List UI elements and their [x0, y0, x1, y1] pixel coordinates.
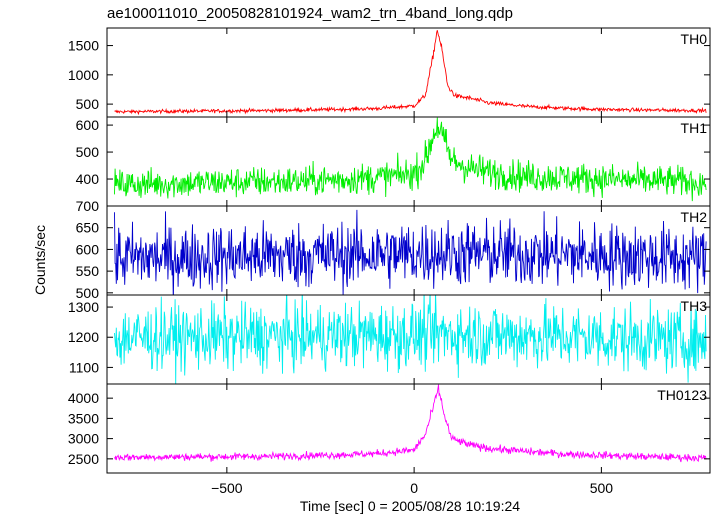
- series-label-th3: TH3: [681, 298, 708, 314]
- series-line-th3: [114, 295, 707, 384]
- series-line-th2: [114, 209, 707, 295]
- y-tick-label: 600: [76, 117, 100, 133]
- y-tick-label: 600: [76, 241, 100, 257]
- panel-frame: [106, 383, 711, 474]
- y-tick-label: 500: [76, 144, 100, 160]
- y-tick-label: 3000: [68, 431, 99, 447]
- series-label-th0: TH0: [681, 31, 708, 47]
- y-tick-label: 1500: [68, 38, 99, 54]
- series-label-th1: TH1: [681, 120, 708, 136]
- chart-title: ae100011010_20050828101924_wam2_trn_4ban…: [107, 5, 513, 22]
- x-tick-label: 0: [410, 480, 418, 496]
- y-tick-label: 650: [76, 220, 100, 236]
- series-line-th0123: [114, 384, 707, 463]
- x-axis-label: Time [sec] 0 = 2005/08/28 10:19:24: [300, 498, 520, 514]
- series-line-th0: [114, 30, 707, 116]
- series-label-th2: TH2: [681, 209, 708, 225]
- y-tick-label: 1300: [68, 299, 99, 315]
- y-tick-label: 4000: [68, 390, 99, 406]
- y-tick-label: 400: [76, 171, 100, 187]
- panels: 500 1000 1500 TH0 400 500 600 TH1 500 550 600 650 70…: [68, 27, 711, 474]
- y-axis-label: Counts/sec: [32, 225, 48, 295]
- y-tick-label: 1000: [68, 67, 99, 83]
- y-tick-label: 500: [76, 96, 100, 112]
- y-tick-label: 500: [76, 285, 100, 301]
- y-tick-label: 2500: [68, 451, 99, 467]
- panel-th0: 500 1000 1500 TH0: [68, 27, 711, 118]
- x-tick-label: −500: [211, 480, 243, 496]
- panel-frame: [106, 116, 711, 207]
- panel-th0123: 2500 3000 3500 4000 TH0123: [68, 383, 711, 474]
- y-tick-label: 3500: [68, 410, 99, 426]
- panel-th3: 1100 1200 1300 TH3: [68, 294, 711, 385]
- x-tick-label: 500: [590, 480, 614, 496]
- y-tick-label: 1200: [68, 329, 99, 345]
- y-tick-label: 550: [76, 263, 100, 279]
- panel-th2: 500 550 600 650 700 TH2: [76, 198, 711, 301]
- panel-th1: 400 500 600 TH1: [76, 116, 711, 207]
- series-label-th0123: TH0123: [657, 387, 707, 403]
- y-tick-label: 700: [76, 198, 100, 214]
- y-tick-label: 1100: [69, 359, 99, 375]
- x-axis: −500 0 500: [211, 480, 613, 496]
- series-line-th1: [114, 117, 707, 202]
- panel-frame: [106, 27, 711, 118]
